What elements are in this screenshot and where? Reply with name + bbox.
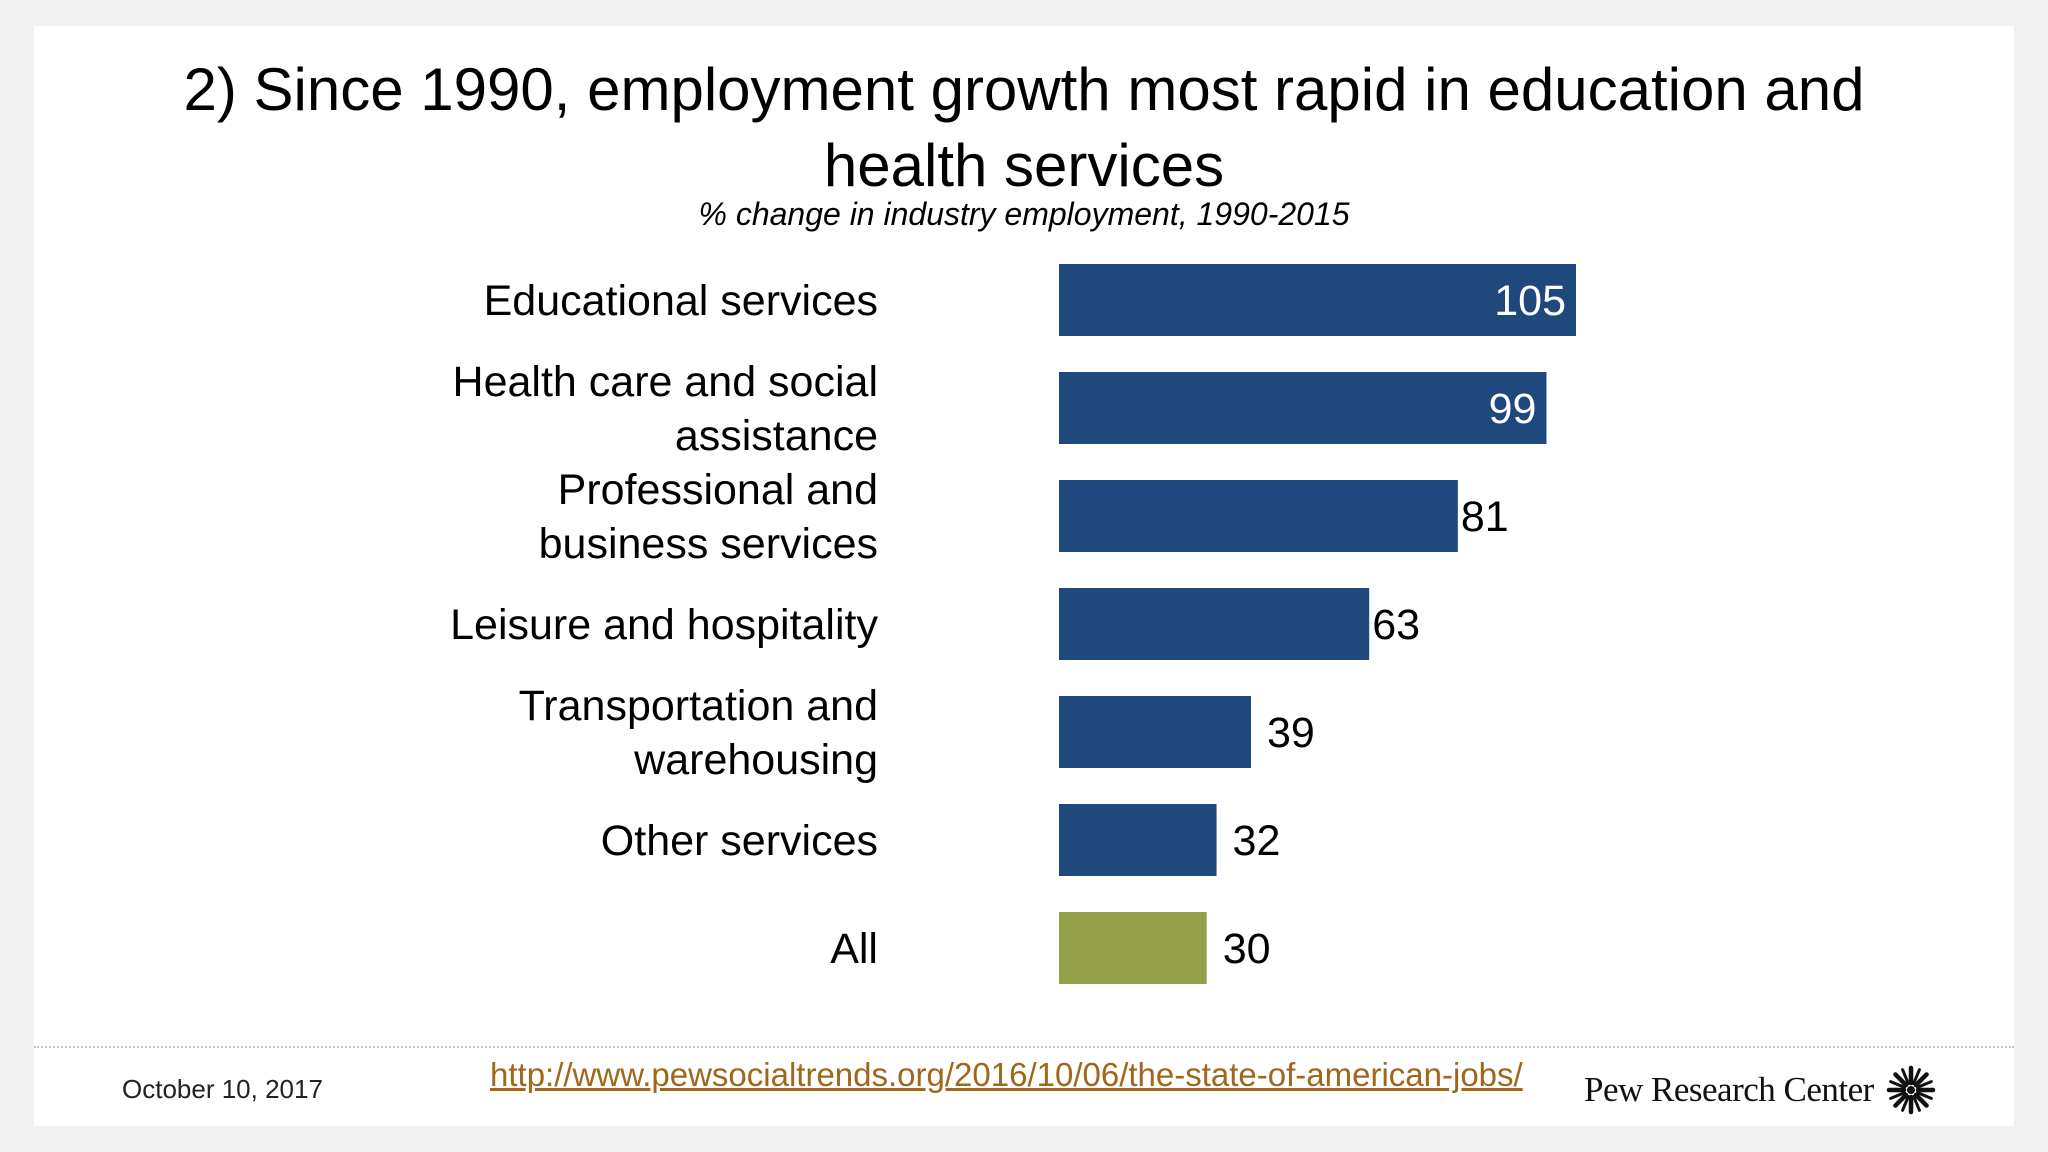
category-label-4: Transportation and warehousing — [519, 682, 878, 784]
pew-logo: Pew Research Center — [1584, 1065, 1936, 1115]
category-label-1: Health care and social assistance — [453, 358, 878, 460]
value-label-1: 99 — [1489, 385, 1537, 433]
category-label-5: Other services — [601, 817, 878, 865]
bar-3 — [1059, 588, 1370, 660]
slide-background — [34, 26, 2014, 1126]
source-link[interactable]: http://www.pewsocialtrends.org/2016/10/0… — [490, 1056, 1523, 1093]
bar-5 — [1059, 804, 1217, 876]
bar-0 — [1059, 264, 1576, 336]
bar-1 — [1059, 372, 1547, 444]
bar-2 — [1059, 480, 1458, 552]
value-label-0: 105 — [1494, 277, 1566, 325]
footer-date: October 10, 2017 — [122, 1074, 323, 1104]
value-label-5: 32 — [1233, 817, 1281, 865]
category-label-3: Leisure and hospitality — [450, 601, 878, 649]
value-label-6: 30 — [1223, 925, 1271, 973]
bar-6 — [1059, 912, 1207, 984]
value-label-3: 63 — [1372, 601, 1420, 649]
chart-subtitle: % change in industry employment, 1990-20… — [698, 196, 1350, 232]
footer-divider — [34, 1046, 2014, 1048]
value-label-4: 39 — [1267, 709, 1315, 757]
value-label-2: 81 — [1461, 493, 1509, 541]
category-label-0: Educational services — [484, 277, 878, 325]
bar-4 — [1059, 696, 1252, 768]
logo-text: Pew Research Center — [1584, 1070, 1874, 1109]
category-label-6: All — [830, 925, 878, 973]
pew-sunburst-icon — [1886, 1065, 1936, 1115]
category-label-2: Professional and business services — [539, 466, 878, 568]
chart-title: 2) Since 1990, employment growth most ra… — [183, 56, 1865, 199]
